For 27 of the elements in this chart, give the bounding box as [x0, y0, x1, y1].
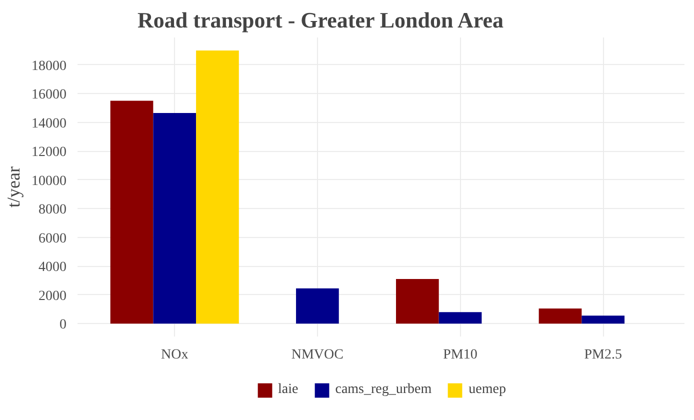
- legend-label: uemep: [468, 382, 506, 398]
- bar: [153, 112, 196, 324]
- x-tick-label: PM2.5: [584, 348, 622, 362]
- y-tick-label: 4000: [38, 260, 66, 276]
- y-tick-label: 8000: [38, 202, 66, 218]
- bar: [296, 288, 339, 324]
- y-tick-label: 16000: [32, 88, 66, 103]
- y-tick-label: 14000: [32, 116, 66, 132]
- y-tick-label: 6000: [38, 231, 66, 246]
- bar: [196, 50, 239, 324]
- legend-label: laie: [278, 382, 298, 398]
- x-tick-label: NOx: [161, 348, 188, 362]
- legend-label: cams_reg_urbem: [335, 382, 432, 398]
- bar: [438, 312, 482, 324]
- y-axis-title: t/year: [4, 166, 24, 208]
- x-tick-label: PM10: [443, 348, 478, 362]
- bar: [110, 100, 154, 324]
- y-tick-label: 2000: [38, 288, 66, 304]
- y-tick-label: 0: [60, 318, 66, 333]
- bar: [538, 308, 582, 324]
- y-tick-label: 10000: [32, 174, 66, 189]
- y-tick-label: 12000: [32, 145, 66, 160]
- bar: [396, 279, 439, 324]
- x-tick-label: NMVOC: [291, 348, 344, 362]
- y-tick-label: 18000: [32, 58, 66, 74]
- chart-title: Road transport - Greater London Area: [138, 8, 504, 32]
- bar: [582, 316, 625, 324]
